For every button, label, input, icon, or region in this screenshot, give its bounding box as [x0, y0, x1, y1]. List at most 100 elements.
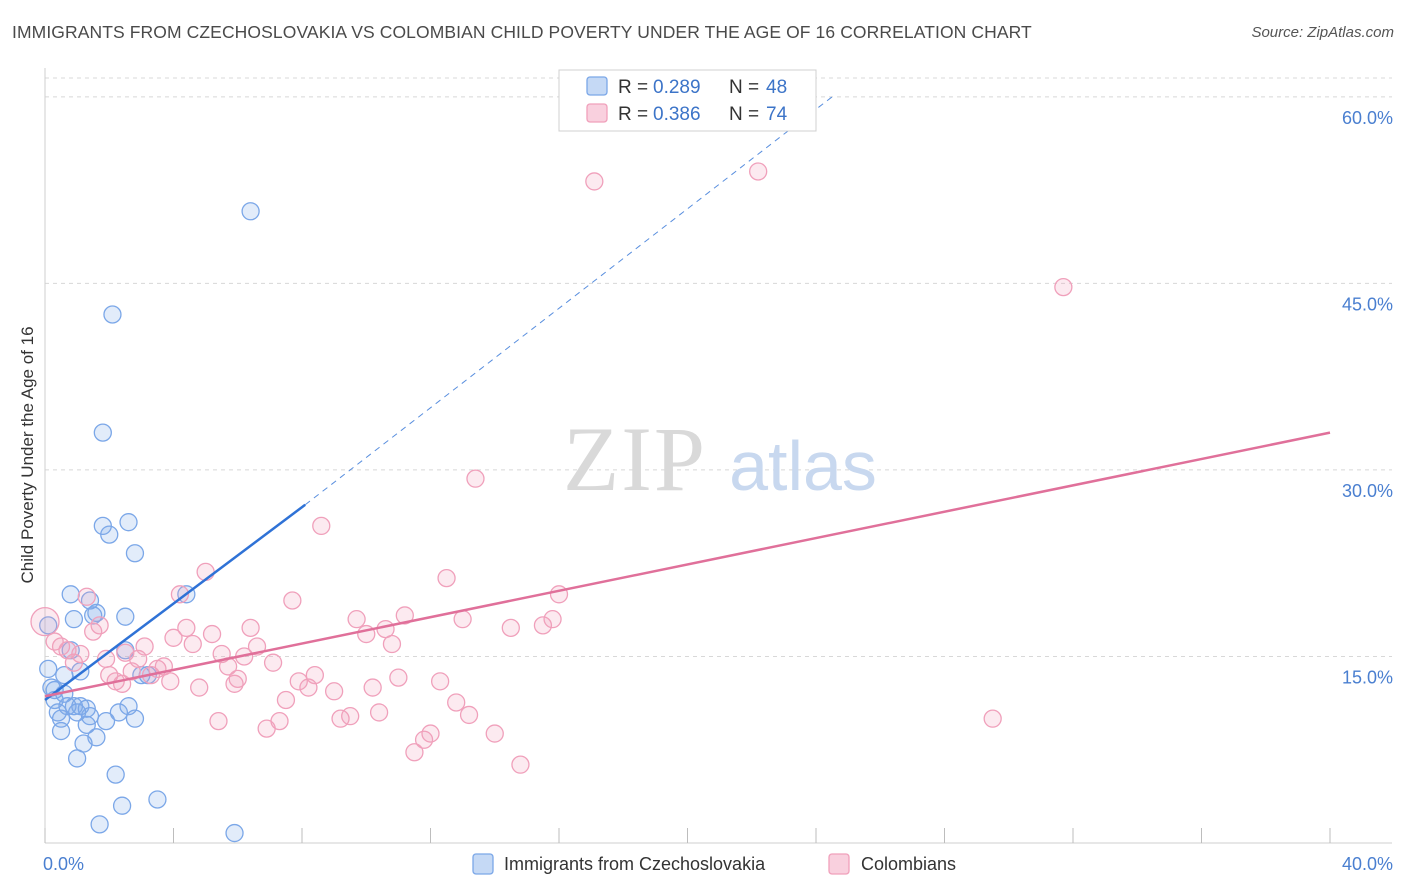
- colombian-point-39: [276, 690, 296, 710]
- stats-legend: R = 0.289 N = 48 R = 0.386 N = 74: [558, 69, 817, 132]
- czech-trend-extension: [304, 96, 833, 506]
- colombian-point-37: [263, 653, 283, 672]
- trend-lines: [44, 96, 1331, 701]
- colombian-point-23: [177, 618, 196, 638]
- colombian-point-58: [421, 724, 440, 743]
- colombian-point-44: [312, 516, 331, 536]
- y-tick-label-1: 30.0%: [1342, 481, 1393, 501]
- colombian-point-24: [183, 634, 202, 654]
- colombian-point-43: [305, 665, 325, 685]
- czech-point-24: [90, 815, 109, 834]
- czech-point-42: [241, 202, 260, 221]
- colombian-point-72: [749, 162, 768, 181]
- axes: [44, 68, 1392, 844]
- colombian-point-32: [228, 669, 247, 689]
- czech-point-23: [87, 728, 106, 747]
- legend-r-label-blue: R =: [618, 77, 648, 98]
- colombian-point-41: [289, 672, 308, 691]
- legend-r-value-blue: 0.289: [653, 77, 701, 98]
- colombian-point-50: [363, 678, 382, 697]
- czech-point-47: [51, 709, 71, 728]
- y-axis-label: Child Poverty Under the Age of 16: [18, 326, 37, 583]
- colombian-point-0: [30, 606, 60, 637]
- series-legend-label-blue: Immigrants from Czechoslovakia: [504, 854, 766, 874]
- colombian-point-73: [1054, 277, 1073, 297]
- series-legend-swatch-pink: [828, 853, 850, 875]
- czech-point-32: [116, 607, 135, 626]
- colombian-point-71: [585, 172, 604, 191]
- czech-point-29: [106, 765, 125, 784]
- czech-point-36: [125, 544, 145, 563]
- legend-r-label-pink: R =: [618, 104, 648, 125]
- czech-point-25: [93, 423, 112, 442]
- colombian-point-20: [161, 672, 180, 691]
- colombian-point-45: [324, 682, 344, 701]
- legend-n-label-blue: N =: [729, 77, 759, 98]
- colombian-point-64: [466, 469, 485, 488]
- czech-point-41: [225, 823, 244, 843]
- colombian-trend-line: [44, 431, 1331, 698]
- colombian-point-8: [90, 616, 109, 635]
- czech-point-45: [96, 711, 116, 731]
- colombian-point-6: [77, 587, 96, 606]
- source-label: Source: ZipAtlas.com: [1251, 24, 1394, 41]
- y-tick-label-0: 15.0%: [1342, 667, 1393, 687]
- colombian-point-21: [164, 628, 183, 647]
- colombian-point-27: [202, 624, 222, 644]
- legend-swatch-blue: [586, 76, 608, 96]
- colombian-point-60: [437, 568, 456, 588]
- watermark-atlas: atlas: [729, 427, 877, 505]
- colombian-point-25: [190, 678, 209, 697]
- czech-point-21: [84, 606, 103, 625]
- legend-n-label-pink: N =: [729, 104, 759, 125]
- colombian-point-59: [430, 672, 450, 691]
- czech-point-37: [125, 709, 145, 728]
- colombian-point-40: [283, 591, 302, 610]
- colombian-point-65: [485, 724, 504, 743]
- colombian-point-62: [453, 610, 472, 629]
- czech-point-10: [61, 585, 80, 604]
- czech-point-31: [112, 796, 132, 815]
- czech-point-28: [103, 305, 122, 324]
- watermark: ZIP atlas: [563, 408, 877, 510]
- legend-swatch-pink: [586, 103, 608, 123]
- series-legend-swatch-blue: [472, 853, 494, 875]
- czech-point-30: [109, 703, 129, 722]
- colombian-point-34: [241, 618, 260, 638]
- colombian-point-31: [225, 674, 244, 693]
- colombian-point-22: [170, 585, 190, 604]
- grid-lines: [45, 77, 1392, 657]
- colombian-point-66: [501, 618, 520, 638]
- y-tick-label-2: 45.0%: [1342, 294, 1393, 314]
- series-legend: Immigrants from Czechoslovakia Colombian…: [472, 853, 956, 875]
- colombian-point-48: [347, 610, 366, 629]
- colombian-point-16: [135, 637, 154, 656]
- czech-point-1: [39, 659, 58, 679]
- czech-point-5: [51, 721, 71, 741]
- colombian-point-47: [341, 707, 360, 726]
- colombian-point-55: [395, 606, 414, 625]
- czech-point-0: [39, 616, 58, 635]
- czech-point-46: [64, 697, 84, 716]
- colombian-point-56: [405, 743, 424, 762]
- colombian-point-28: [209, 711, 228, 731]
- series-legend-label-pink: Colombians: [861, 854, 956, 874]
- colombian-point-26: [196, 562, 215, 582]
- colombian-point-63: [459, 705, 479, 725]
- colombian-point-69: [543, 610, 562, 629]
- chart-title: IMMIGRANTS FROM CZECHOSLOVAKIA VS COLOMB…: [12, 22, 1032, 42]
- colombian-point-67: [511, 755, 530, 774]
- legend-n-value-pink: 74: [766, 104, 788, 125]
- colombian-point-61: [447, 693, 466, 712]
- colombian-point-51: [369, 703, 389, 722]
- data-points: [30, 162, 1073, 843]
- colombian-point-5: [71, 644, 90, 664]
- czech-point-34: [119, 513, 138, 532]
- x-tick-label-1: 40.0%: [1342, 854, 1393, 874]
- czech-point-39: [148, 790, 167, 809]
- tick-labels: 15.0% 30.0% 45.0% 60.0% 0.0% 40.0%: [43, 108, 1393, 874]
- x-tick-label-0: 0.0%: [43, 854, 84, 874]
- colombian-point-74: [983, 709, 1002, 728]
- czech-point-20: [80, 707, 100, 726]
